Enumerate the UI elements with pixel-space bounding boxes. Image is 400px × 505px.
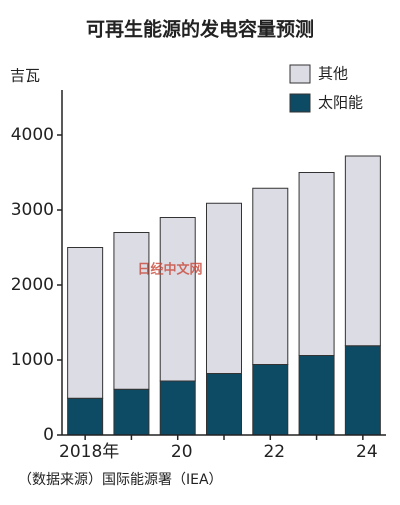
source: （数据来源）国际能源署（IEA） — [18, 472, 223, 488]
bar-segment — [298, 172, 335, 356]
bar-segment — [206, 202, 242, 374]
x-tick-label: 24 — [356, 442, 378, 462]
x-tick-label: 22 — [263, 442, 285, 462]
legend-label: 其他 — [318, 65, 348, 83]
y-tick-label: 4000 — [11, 125, 54, 145]
bar-segment — [67, 397, 104, 436]
y-tick-label: 2000 — [11, 275, 54, 295]
legend-swatch — [289, 64, 311, 84]
bar-segment — [298, 355, 335, 436]
bar-segment — [206, 373, 242, 436]
bar-segment — [159, 380, 196, 436]
bar-segment — [113, 232, 150, 390]
bar-segment — [159, 217, 196, 382]
watermark: 日经中文网 — [137, 262, 202, 278]
bar-segment — [67, 247, 104, 399]
y-tick-label: 1000 — [11, 350, 54, 370]
x-tick-label: 2018年 — [59, 442, 119, 462]
bar-segment — [344, 155, 381, 347]
y-tick-label: 3000 — [11, 200, 54, 220]
legend-swatch — [289, 93, 311, 113]
bar-segment — [344, 345, 381, 436]
bar-segment — [252, 364, 289, 436]
y-axis-label: 吉瓦 — [10, 67, 40, 85]
legend-label: 太阳能 — [318, 94, 363, 112]
x-tick-label: 20 — [171, 442, 193, 462]
chart-title: 可再生能源的发电容量预测 — [86, 18, 314, 41]
y-tick-label: 0 — [43, 425, 54, 445]
bar-segment — [252, 187, 289, 365]
bar-segment — [113, 388, 150, 436]
